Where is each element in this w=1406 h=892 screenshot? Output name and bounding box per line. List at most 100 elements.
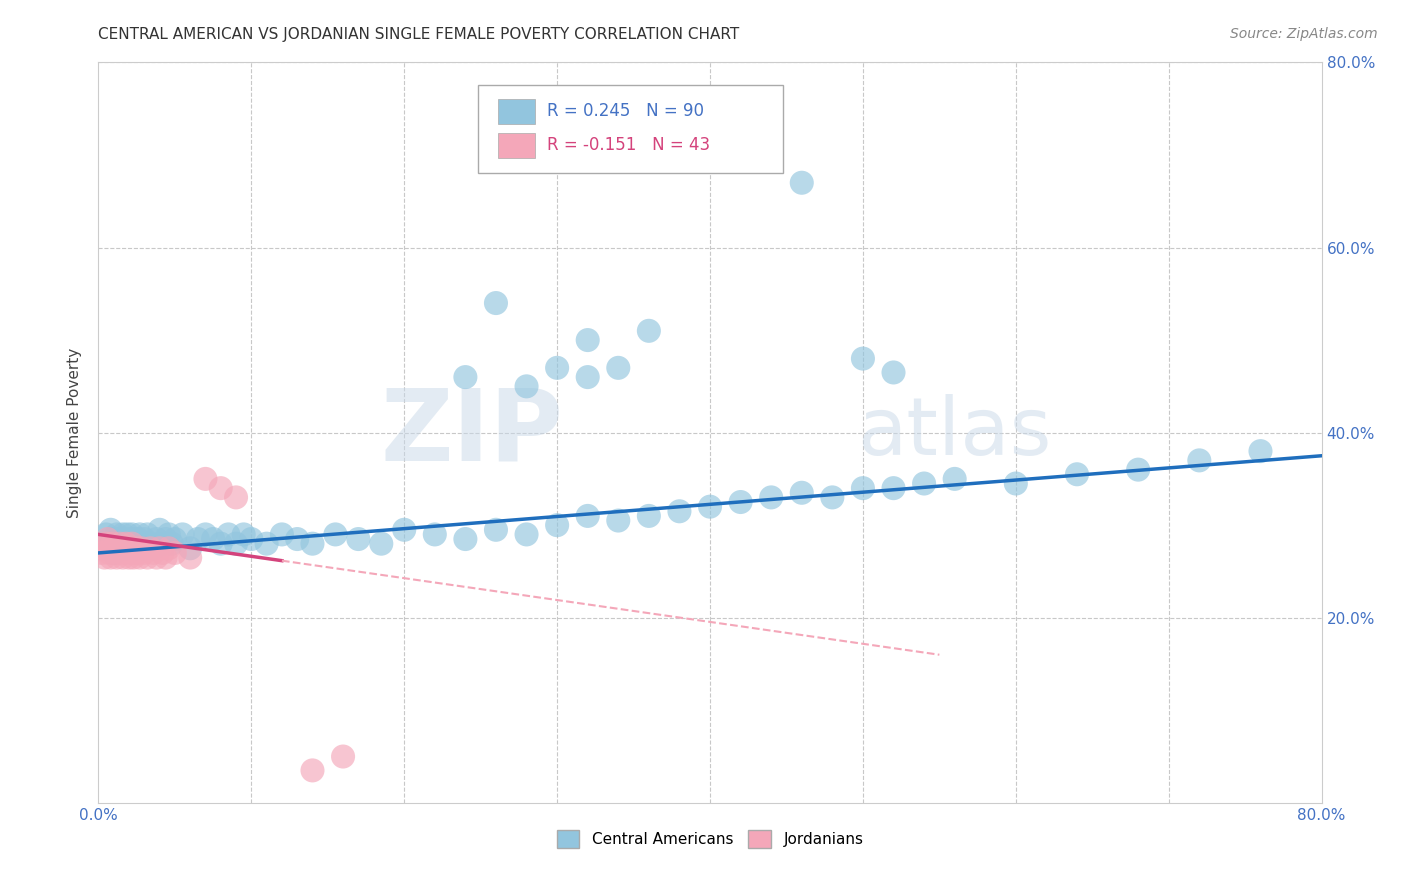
Point [370, 536, 392, 550]
Point [179, 541, 201, 556]
Point [98, 532, 121, 546]
Point [124, 546, 146, 560]
Point [121, 536, 143, 550]
Point [179, 550, 201, 565]
Point [101, 536, 124, 550]
Point [97, 541, 120, 556]
Point [516, 527, 538, 541]
Point [1249, 444, 1271, 458]
Point [117, 546, 139, 560]
Text: R = -0.151   N = 43: R = -0.151 N = 43 [547, 136, 710, 153]
Point [120, 536, 142, 550]
Point [546, 518, 568, 533]
Point [157, 527, 180, 541]
Point [128, 527, 150, 541]
Point [90, 546, 112, 560]
Point [115, 541, 138, 556]
Text: R = 0.245   N = 90: R = 0.245 N = 90 [547, 102, 704, 120]
Point [105, 550, 128, 565]
Point [883, 481, 905, 495]
Point [104, 546, 127, 560]
Point [187, 532, 209, 546]
Point [576, 370, 599, 384]
Point [202, 532, 225, 546]
Point [93, 550, 115, 565]
Point [637, 324, 661, 338]
Point [139, 536, 162, 550]
Point [98, 546, 121, 560]
Point [91, 541, 114, 556]
Point [285, 532, 308, 546]
Point [454, 532, 477, 546]
Point [730, 495, 752, 509]
Point [101, 536, 124, 550]
Point [120, 541, 142, 556]
Point [209, 481, 232, 495]
Point [852, 351, 875, 366]
Point [485, 523, 508, 537]
Point [112, 536, 135, 550]
Text: ZIP: ZIP [381, 384, 564, 481]
Point [423, 527, 446, 541]
Point [699, 500, 721, 514]
Legend: Central Americans, Jordanians: Central Americans, Jordanians [550, 823, 870, 855]
Point [209, 536, 232, 550]
Bar [498, 133, 536, 158]
Point [117, 527, 139, 541]
Point [163, 532, 186, 546]
Point [134, 546, 156, 560]
Point [132, 541, 155, 556]
Point [112, 541, 135, 556]
Point [790, 485, 813, 500]
Point [790, 176, 813, 190]
Point [139, 541, 162, 556]
Point [97, 532, 120, 546]
Point [1188, 453, 1211, 467]
Point [155, 550, 177, 565]
Point [730, 129, 752, 144]
Point [485, 296, 508, 310]
Point [332, 749, 354, 764]
Point [1004, 476, 1026, 491]
Point [134, 532, 156, 546]
Text: CENTRAL AMERICAN VS JORDANIAN SINGLE FEMALE POVERTY CORRELATION CHART: CENTRAL AMERICAN VS JORDANIAN SINGLE FEM… [98, 27, 740, 42]
Point [270, 527, 292, 541]
Point [546, 360, 568, 375]
Point [152, 536, 174, 550]
Point [121, 527, 143, 541]
Point [127, 532, 149, 546]
Point [104, 532, 127, 546]
Point [607, 514, 630, 528]
Point [128, 550, 150, 565]
Point [122, 532, 145, 546]
Point [111, 527, 134, 541]
Point [129, 536, 152, 550]
Y-axis label: Single Female Poverty: Single Female Poverty [67, 348, 83, 517]
Point [240, 532, 263, 546]
Point [454, 370, 477, 384]
Point [155, 532, 177, 546]
Point [668, 504, 690, 518]
Text: atlas: atlas [856, 393, 1052, 472]
Point [93, 536, 115, 550]
Point [115, 536, 138, 550]
Point [1066, 467, 1088, 482]
Point [392, 523, 416, 537]
Point [301, 764, 323, 778]
Point [256, 536, 278, 550]
FancyBboxPatch shape [478, 85, 783, 173]
Point [217, 527, 239, 541]
Point [576, 333, 599, 347]
Point [172, 527, 194, 541]
Point [94, 536, 117, 550]
Point [912, 476, 935, 491]
Point [110, 546, 132, 560]
Point [157, 541, 180, 556]
Point [852, 481, 875, 495]
Point [125, 541, 148, 556]
Point [108, 541, 131, 556]
Point [136, 527, 159, 541]
Point [100, 523, 122, 537]
Point [225, 536, 247, 550]
Point [607, 360, 630, 375]
